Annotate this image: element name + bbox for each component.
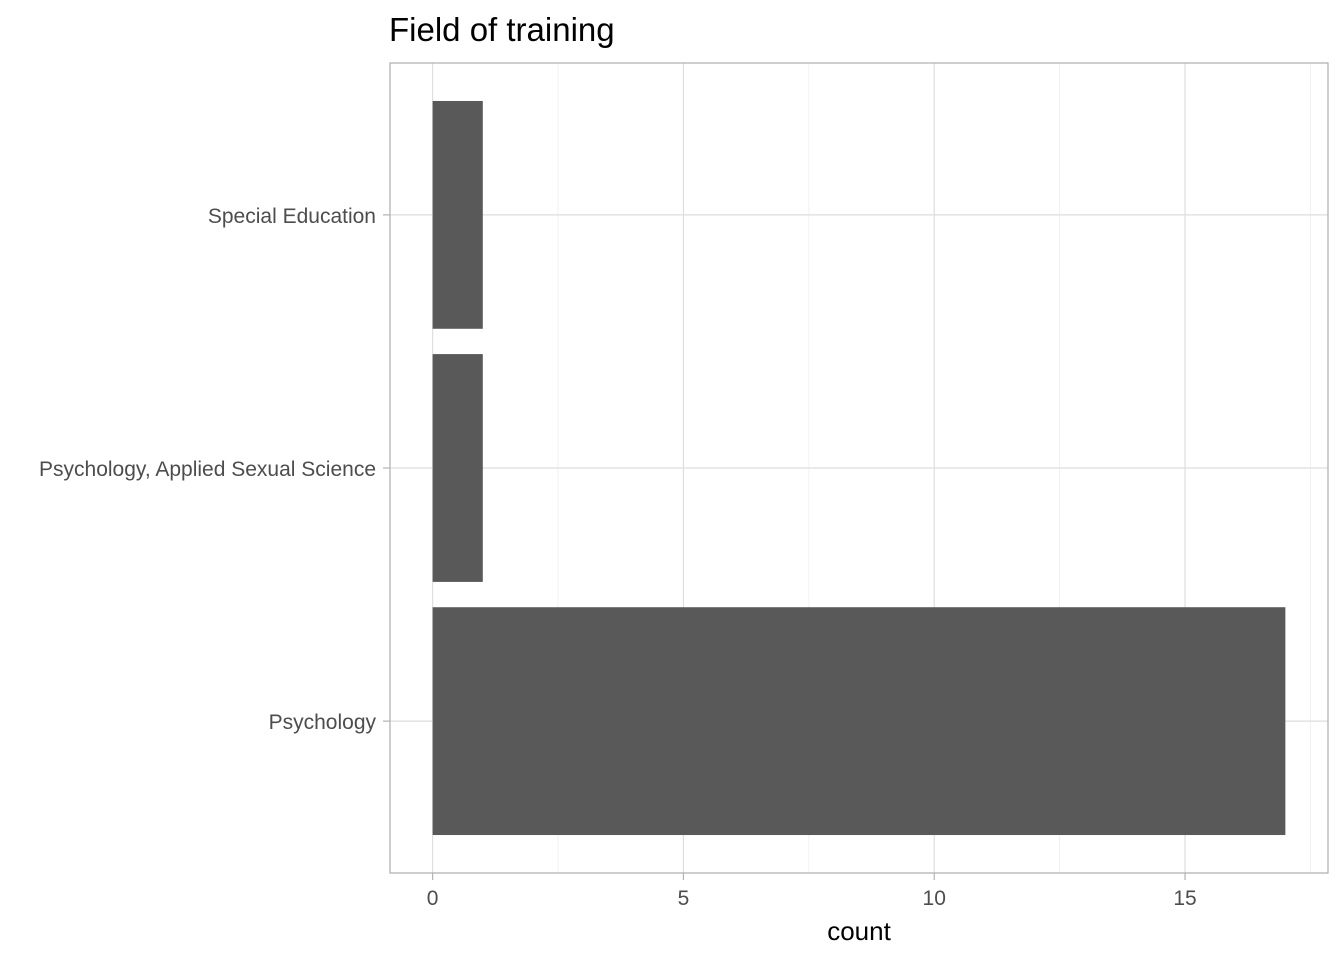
bar-psychology bbox=[432, 607, 1286, 836]
chart-title: Field of training bbox=[389, 11, 615, 48]
y-tick-label: Special Education bbox=[208, 205, 376, 228]
x-tick-label: 5 bbox=[678, 887, 690, 910]
x-tick-label: 15 bbox=[1173, 887, 1196, 910]
y-tick-label: Psychology bbox=[269, 711, 377, 734]
x-tick-label: 10 bbox=[923, 887, 946, 910]
x-tick-label: 0 bbox=[427, 887, 439, 910]
axis-ticks bbox=[383, 214, 1186, 880]
x-axis-title: count bbox=[827, 916, 891, 946]
bar-special-education bbox=[432, 100, 483, 329]
bar-psychology-applied-sexual-science bbox=[432, 354, 483, 582]
y-tick-label: Psychology, Applied Sexual Science bbox=[39, 458, 376, 481]
bars bbox=[432, 100, 1286, 836]
tick-labels: 0 5 10 15 Psychology Psychology, Applied Sexu… bbox=[39, 205, 1197, 910]
